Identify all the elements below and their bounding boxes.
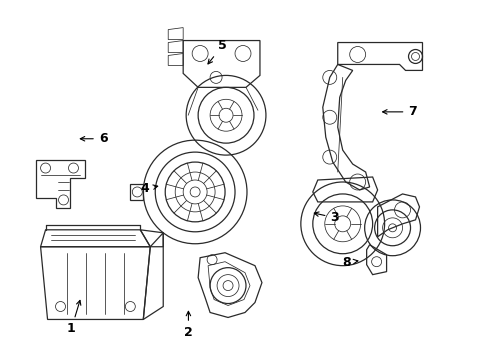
Text: 8: 8 — [342, 256, 357, 269]
Text: 5: 5 — [207, 39, 226, 64]
Text: 7: 7 — [382, 105, 416, 118]
Text: 2: 2 — [183, 311, 192, 339]
Text: 4: 4 — [140, 183, 157, 195]
Text: 6: 6 — [80, 132, 107, 145]
Text: 3: 3 — [314, 211, 338, 224]
Text: 1: 1 — [67, 300, 81, 335]
